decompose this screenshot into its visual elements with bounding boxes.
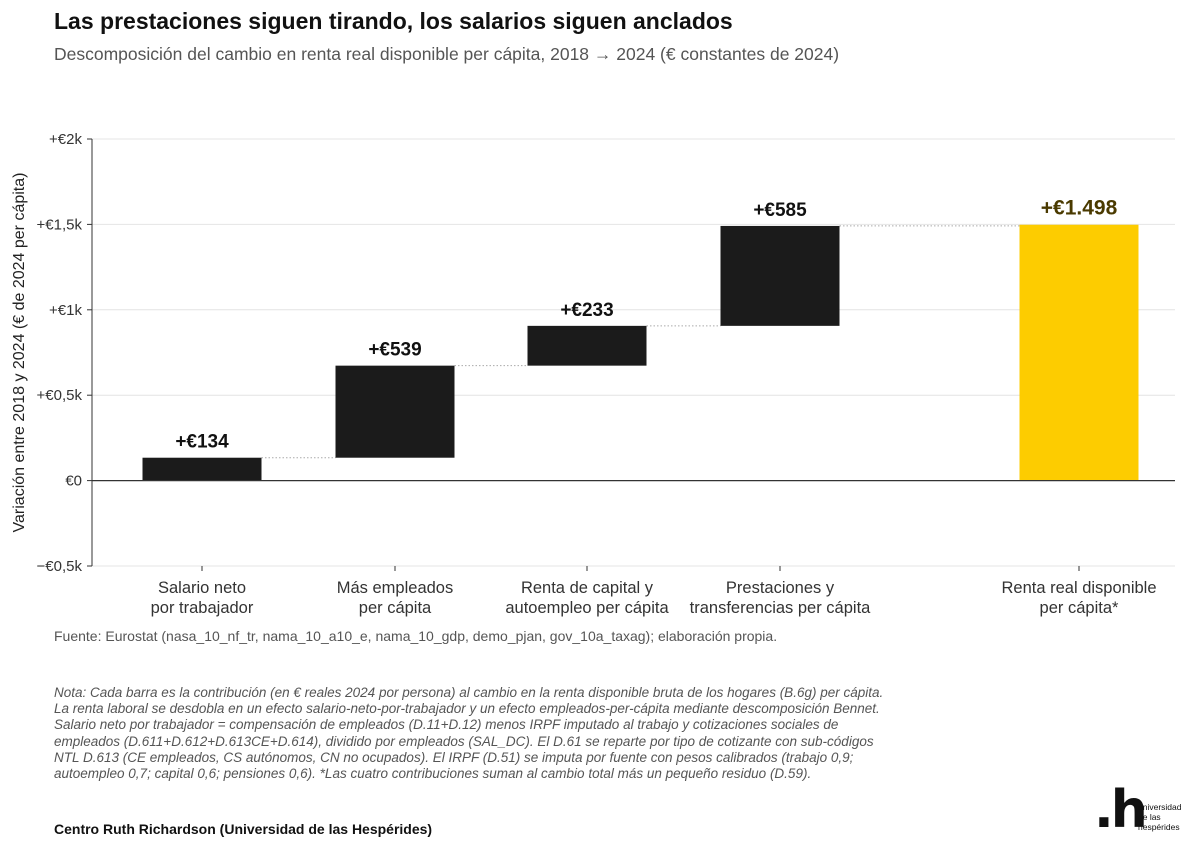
x-category-label-line: per cápita xyxy=(359,599,432,617)
logo-line: universidad xyxy=(1138,802,1182,812)
logo-mark: .h xyxy=(1094,780,1148,840)
axes: −€0,5k €0 +€0,5k +€1k +€1,5k +€2k Variación en… xyxy=(11,131,1175,617)
labels: +€134 +€539 +€233 +€585 +€1.498 xyxy=(175,197,1117,453)
y-tick-label: +€2k xyxy=(49,131,82,148)
connector-lines xyxy=(261,225,1020,459)
university-logo: .h universidad de las hespérides xyxy=(1094,780,1194,840)
waterfall-chart: −€0,5k €0 +€0,5k +€1k +€1,5k +€2k Variación en… xyxy=(11,131,1175,617)
organization-name: Centro Ruth Richardson (Universidad de l… xyxy=(54,821,433,837)
y-tick-label: −€0,5k xyxy=(37,558,83,575)
y-tick-label: +€1,5k xyxy=(37,216,83,233)
x-category-label-line: Más empleados xyxy=(337,579,453,597)
x-category-label: Renta de capital y autoempleo per cápita xyxy=(505,579,669,617)
bar-value-label: +€539 xyxy=(368,340,421,361)
x-category-label-line: Prestaciones y xyxy=(726,579,835,597)
x-category-label: Renta real disponible per cápita* xyxy=(1001,579,1156,617)
chart-subtitle: Descomposición del cambio en renta real … xyxy=(54,44,840,64)
contribution-bar xyxy=(335,365,455,458)
bar-value-label: +€585 xyxy=(753,200,807,221)
y-axis-title: Variación entre 2018 y 2024 (€ de 2024 p… xyxy=(11,173,28,533)
bars xyxy=(142,224,1139,481)
bar-value-label: +€1.498 xyxy=(1041,197,1118,220)
x-category-label-line: transferencias per cápita xyxy=(690,599,872,617)
contribution-bar xyxy=(527,325,647,366)
x-category-label-line: por trabajador xyxy=(151,599,254,617)
y-tick-label: +€1k xyxy=(49,302,82,319)
chart-title: Las prestaciones siguen tirando, los sal… xyxy=(54,8,733,34)
bar-value-label: +€233 xyxy=(560,300,613,321)
y-tick-label: +€0,5k xyxy=(37,387,83,404)
x-category-label-line: autoempleo per cápita xyxy=(505,599,669,617)
source-note: Fuente: Eurostat (nasa_10_nf_tr, nama_10… xyxy=(54,628,778,644)
x-category-label-line: per cápita* xyxy=(1040,599,1119,617)
x-category-label-line: Renta real disponible xyxy=(1001,579,1156,597)
logo-wordmark: universidad de las hespérides xyxy=(1138,802,1181,832)
methodology-note: Nota: Cada barra es la contribución (en … xyxy=(54,685,884,782)
x-category-label-line: Salario neto xyxy=(158,579,246,597)
logo-line: hespérides xyxy=(1138,822,1180,832)
x-category-label-line: Renta de capital y xyxy=(521,579,654,597)
bar-value-label: +€134 xyxy=(175,432,229,453)
contribution-bar xyxy=(142,457,262,481)
y-tick-label: €0 xyxy=(65,473,82,490)
x-category-label: Salario neto por trabajador xyxy=(151,579,254,617)
x-category-label: Prestaciones y transferencias per cápita xyxy=(690,579,872,617)
logo-line: de las xyxy=(1138,812,1161,822)
grid-lines xyxy=(92,138,1175,567)
contribution-bar xyxy=(720,225,840,326)
x-category-label: Más empleados per cápita xyxy=(337,579,453,617)
total-bar xyxy=(1019,224,1139,481)
